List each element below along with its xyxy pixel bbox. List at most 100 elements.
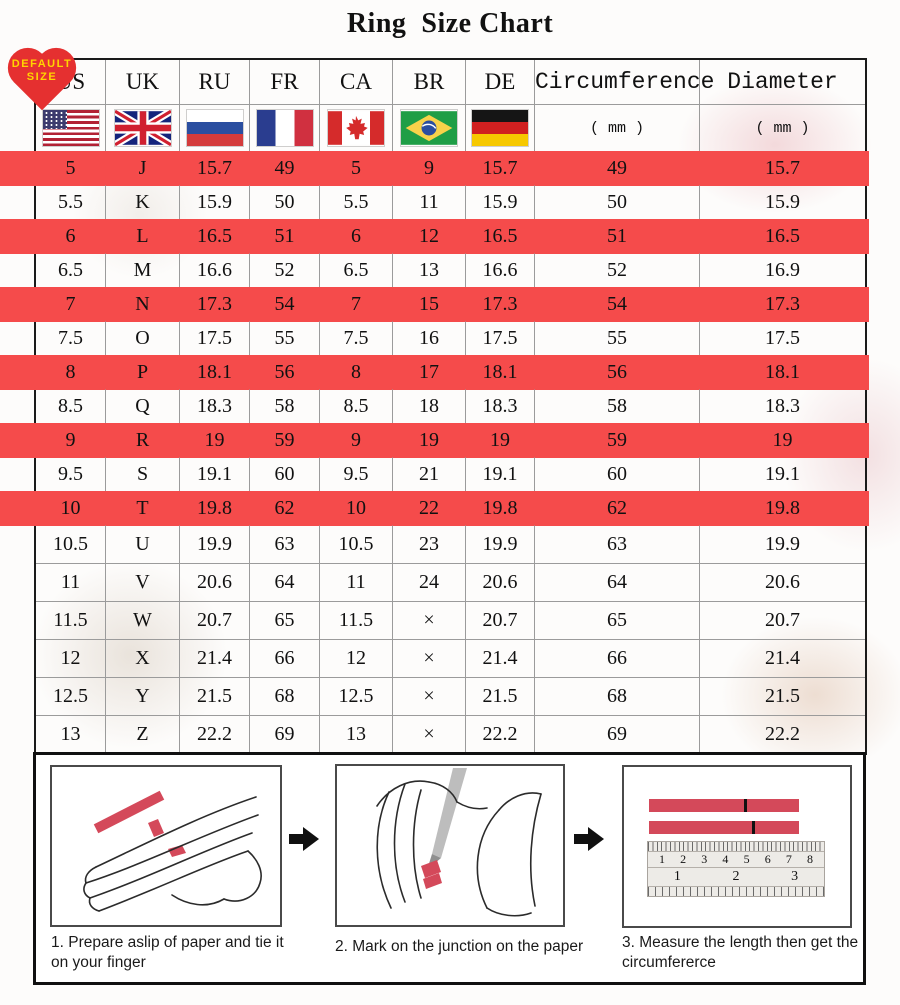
circumference-cell: 56 (535, 355, 700, 389)
circumference-cell: 63 (535, 525, 700, 563)
ruler-number: 4 (722, 852, 729, 866)
us-size-cell: 8 (0, 355, 106, 390)
br-size-cell: 16 (393, 321, 466, 355)
ca-size-cell: 7 (320, 287, 393, 321)
page-title: Ring Size Chart (346, 8, 554, 39)
diameter-cell: 22.2 (700, 715, 865, 753)
default-size-badge: DEFAULT SIZE (3, 40, 79, 111)
table-row: 5 J 15.7 49 5 9 15.7 49 15.7 (0, 151, 869, 186)
de-size-cell: 22.2 (466, 715, 535, 753)
br-flag-icon (401, 110, 457, 146)
de-size-cell: 17.3 (466, 287, 535, 321)
col-header-uk: UK (106, 60, 180, 104)
arrow-right-icon (574, 827, 604, 851)
ca-size-cell: 8 (320, 355, 393, 389)
uk-size-cell: R (106, 423, 180, 457)
br-size-cell: 12 (393, 219, 466, 253)
table-row: 6 L 16.5 51 6 12 16.5 51 16.5 (0, 219, 869, 254)
br-size-cell: 15 (393, 287, 466, 321)
col-header-de: DE (466, 60, 535, 104)
table-row: 10 T 19.8 62 10 22 19.8 62 19.8 (0, 491, 869, 526)
ru-size-cell: 17.5 (180, 321, 250, 355)
ca-size-cell: 7.5 (320, 321, 393, 355)
ca-size-cell: 6.5 (320, 253, 393, 287)
step1-caption: 1. Prepare aslip of paper and tie it on … (51, 934, 284, 972)
circumference-cell: 65 (535, 601, 700, 639)
ru-size-cell: 18.1 (180, 355, 250, 389)
table-row: 11 V 20.6 64 11 24 20.6 64 20.6 (36, 563, 865, 601)
circumference-cell: 58 (535, 389, 700, 423)
ruler-number: 2 (732, 869, 740, 884)
diameter-cell: 20.6 (700, 563, 865, 601)
col-header-diameter: Diameter (727, 69, 838, 95)
step2-caption: 2. Mark on the junction on the paper (335, 938, 584, 955)
uk-size-cell: U (106, 525, 180, 563)
uk-size-cell: X (106, 639, 180, 677)
ca-size-cell: 8.5 (320, 389, 393, 423)
ring-size-table: US UK RU FR CA BR DE Circumference Diame… (0, 58, 869, 755)
fr-size-cell: 63 (250, 525, 320, 563)
de-size-cell: 19 (466, 423, 535, 457)
diameter-cell: 20.7 (700, 601, 865, 639)
fr-size-cell: 66 (250, 639, 320, 677)
ca-size-cell: 9.5 (320, 457, 393, 491)
ru-size-cell: 19 (180, 423, 250, 457)
ru-size-cell: 19.9 (180, 525, 250, 563)
arrow-right-icon (289, 827, 319, 851)
ru-size-cell: 18.3 (180, 389, 250, 423)
ruler-number: 6 (764, 852, 771, 866)
diameter-cell: 19.8 (700, 491, 869, 526)
table-row: 7 N 17.3 54 7 15 17.3 54 17.3 (0, 287, 869, 322)
us-size-cell: 9.5 (36, 457, 106, 491)
de-size-cell: 18.1 (466, 355, 535, 389)
badge-line2: SIZE (26, 71, 58, 83)
diameter-cell: 19.1 (700, 457, 865, 491)
de-size-cell: 20.6 (466, 563, 535, 601)
circumference-cell: 68 (535, 677, 700, 715)
de-size-cell: 16.6 (466, 253, 535, 287)
uk-size-cell: K (106, 185, 180, 219)
fr-size-cell: 65 (250, 601, 320, 639)
de-size-cell: 19.8 (466, 491, 535, 525)
fr-size-cell: 56 (250, 355, 320, 389)
br-size-cell: × (393, 639, 466, 677)
us-size-cell: 5.5 (36, 185, 106, 219)
circumference-cell: 55 (535, 321, 700, 355)
br-size-cell: 18 (393, 389, 466, 423)
diameter-cell: 16.9 (700, 253, 865, 287)
ruler-number: 5 (743, 852, 750, 866)
uk-size-cell: Y (106, 677, 180, 715)
circumference-cell: 69 (535, 715, 700, 753)
ca-size-cell: 10 (320, 491, 393, 525)
fr-size-cell: 50 (250, 185, 320, 219)
fr-size-cell: 55 (250, 321, 320, 355)
uk-flag-icon (114, 110, 171, 146)
circumference-cell: 51 (535, 219, 700, 253)
diameter-cell: 18.1 (700, 355, 869, 390)
circumference-cell: 62 (535, 491, 700, 525)
table-row: 9 R 19 59 9 19 19 59 19 (0, 423, 869, 458)
ca-flag-icon (328, 110, 384, 146)
ruler-number: 3 (701, 852, 708, 866)
ruler-ticks (648, 886, 824, 896)
ru-size-cell: 17.3 (180, 287, 250, 321)
ru-size-cell: 20.7 (180, 601, 250, 639)
uk-size-cell: Q (106, 389, 180, 423)
us-size-cell: 6.5 (36, 253, 106, 287)
us-size-cell: 7.5 (36, 321, 106, 355)
fr-size-cell: 58 (250, 389, 320, 423)
pencil-icon (432, 768, 467, 858)
ruler-number: 3 (791, 869, 799, 884)
us-flag-icon (42, 110, 99, 146)
size-table-body: 5 J 15.7 49 5 9 15.7 49 15.7 5.5 K 15.9 … (0, 151, 869, 753)
junction-mark (752, 821, 755, 834)
us-size-cell: 8.5 (36, 389, 106, 423)
uk-size-cell: Z (106, 715, 180, 753)
de-size-cell: 19.1 (466, 457, 535, 491)
us-size-cell: 5 (0, 151, 106, 186)
ca-size-cell: 11.5 (320, 601, 393, 639)
circumference-cell: 49 (535, 151, 700, 185)
step1-illustration (50, 765, 282, 927)
